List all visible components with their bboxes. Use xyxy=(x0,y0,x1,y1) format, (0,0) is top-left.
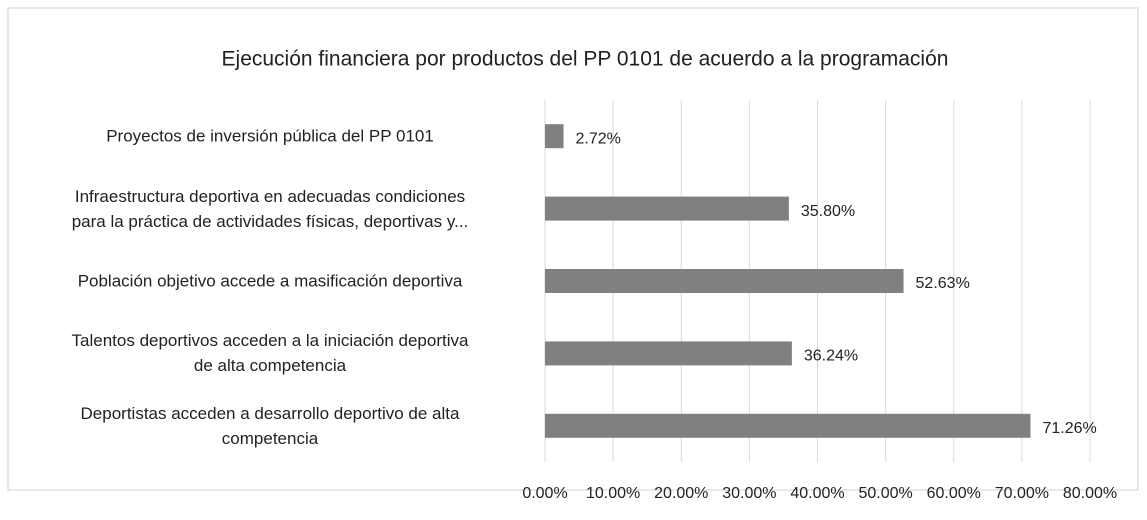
bar xyxy=(545,269,904,293)
x-tick-label: 40.00% xyxy=(790,485,844,502)
x-tick-label: 70.00% xyxy=(995,485,1049,502)
x-tick-label: 30.00% xyxy=(722,485,776,502)
bar xyxy=(545,341,792,366)
value-label: 71.26% xyxy=(1042,420,1096,437)
chart-border xyxy=(7,7,1139,491)
category-label: Infraestructura deportiva en adecuadas c… xyxy=(71,186,469,231)
x-tick-label: 60.00% xyxy=(927,485,981,502)
bar xyxy=(545,413,1031,438)
x-tick-label: 10.00% xyxy=(586,485,640,502)
x-tick-label: 80.00% xyxy=(1063,485,1117,502)
x-tick-label: 20.00% xyxy=(654,485,708,502)
category-label: Población objetivo accede a masificación… xyxy=(77,271,463,291)
category-label: Deportistas acceden a desarrollo deporti… xyxy=(80,403,460,448)
category-label: Proyectos de inversión pública del PP 01… xyxy=(106,126,434,146)
value-label: 36.24% xyxy=(804,348,858,365)
x-tick-label: 50.00% xyxy=(858,485,912,502)
category-label: Talentos deportivos acceden a la iniciac… xyxy=(71,331,469,376)
value-label: 2.72% xyxy=(576,130,621,147)
x-tick-label: 0.00% xyxy=(522,485,567,502)
bar xyxy=(545,124,564,149)
value-label: 52.63% xyxy=(916,275,970,292)
value-label: 35.80% xyxy=(801,203,855,220)
bar xyxy=(545,196,789,221)
chart-title: Ejecución financiera por productos del P… xyxy=(222,48,949,71)
